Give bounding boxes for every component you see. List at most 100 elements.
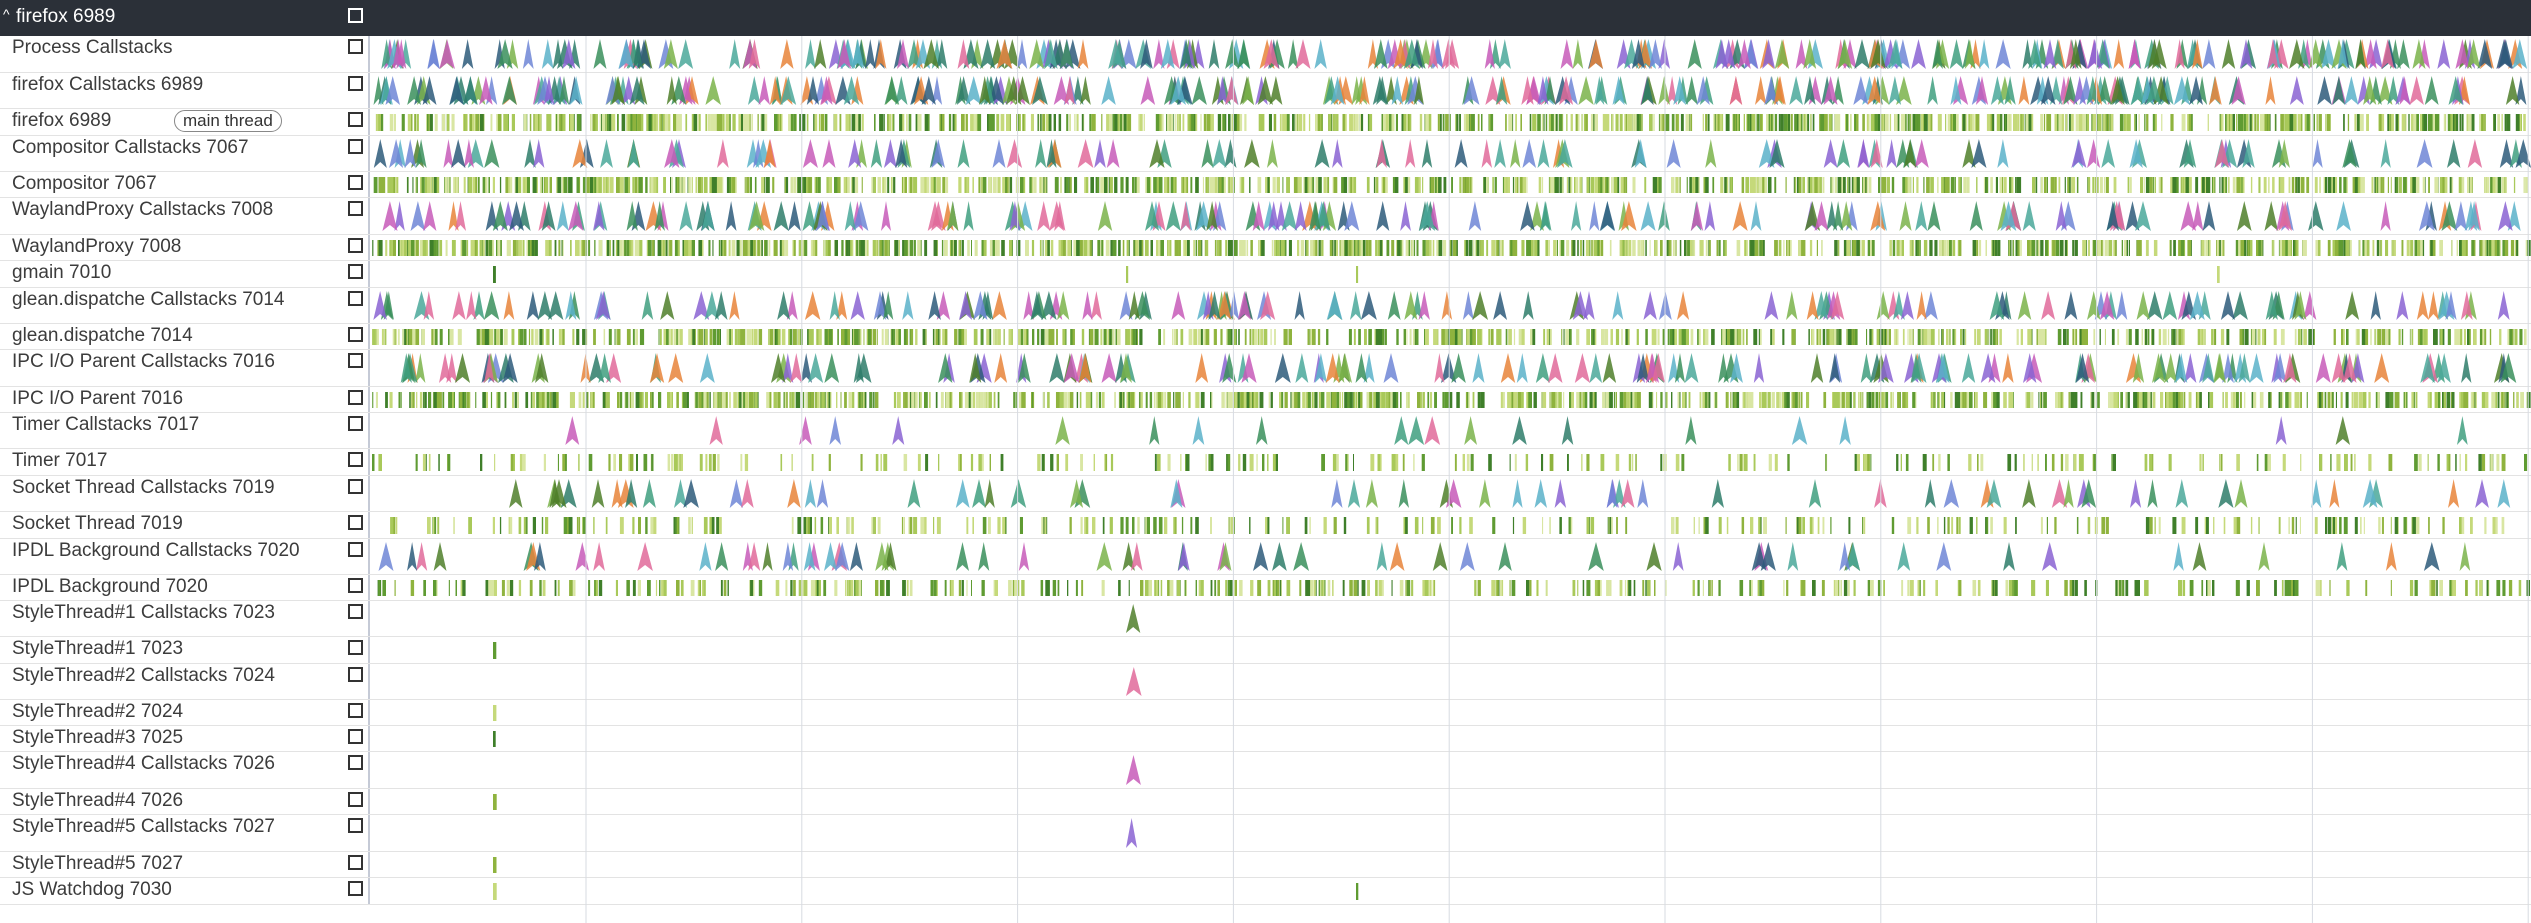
thread-slice[interactable] — [2456, 240, 2459, 256]
thread-slice[interactable] — [507, 240, 511, 256]
thread-slice[interactable] — [851, 329, 854, 345]
thread-slice[interactable] — [2319, 177, 2321, 193]
thread-slice[interactable] — [769, 329, 774, 345]
thread-slice[interactable] — [1759, 240, 1762, 256]
callstack-sample-marker[interactable] — [2445, 291, 2457, 320]
thread-slice[interactable] — [2523, 177, 2525, 193]
callstack-sample-marker[interactable] — [1269, 76, 1283, 105]
thread-slice[interactable] — [701, 240, 704, 256]
thread-slice[interactable] — [2374, 177, 2378, 193]
thread-slice[interactable] — [1591, 240, 1593, 256]
thread-slice[interactable] — [2031, 240, 2036, 256]
thread-slice[interactable] — [866, 240, 869, 256]
callstack-sample-marker[interactable] — [1128, 291, 1140, 320]
callstack-sample-marker[interactable] — [1332, 139, 1343, 168]
thread-slice[interactable] — [2323, 177, 2325, 193]
thread-slice[interactable] — [451, 114, 455, 131]
thread-slice[interactable] — [1081, 114, 1084, 131]
callstack-sample-marker[interactable] — [806, 76, 820, 105]
thread-slice[interactable] — [1836, 392, 1840, 408]
thread-slice[interactable] — [870, 392, 873, 408]
thread-slice[interactable] — [434, 114, 438, 131]
thread-slice[interactable] — [1704, 329, 1706, 345]
thread-slice[interactable] — [1925, 329, 1929, 345]
thread-slice[interactable] — [2008, 392, 2013, 408]
thread-slice[interactable] — [1809, 240, 1813, 256]
thread-slice[interactable] — [2208, 240, 2211, 256]
thread-slice[interactable] — [2226, 329, 2230, 345]
thread-slice[interactable] — [1923, 177, 1925, 193]
thread-slice[interactable] — [2085, 114, 2088, 131]
thread-slice[interactable] — [1440, 114, 1442, 131]
thread-slice[interactable] — [582, 329, 586, 345]
thread-slice[interactable] — [1975, 114, 1980, 131]
thread-slice[interactable] — [2188, 392, 2192, 408]
thread-slice[interactable] — [1953, 329, 1956, 345]
thread-slice[interactable] — [2441, 329, 2445, 345]
thread-slice[interactable] — [625, 392, 629, 408]
callstack-sample-marker[interactable] — [1006, 139, 1023, 168]
callstack-sample-marker[interactable] — [928, 291, 941, 320]
callstack-sample-marker[interactable] — [1494, 139, 1506, 168]
thread-slice[interactable] — [1774, 240, 1778, 256]
thread-slice[interactable] — [2482, 240, 2486, 256]
thread-slice[interactable] — [1549, 114, 1554, 131]
thread-slice[interactable] — [1954, 392, 1959, 408]
thread-slice[interactable] — [2222, 392, 2224, 408]
thread-slice[interactable] — [1930, 329, 1935, 345]
callstack-sample-marker[interactable] — [699, 353, 715, 383]
thread-slice[interactable] — [1522, 329, 1525, 345]
thread-slice[interactable] — [709, 177, 712, 193]
thread-slice[interactable] — [2365, 329, 2369, 345]
thread-slice[interactable] — [2072, 114, 2075, 131]
thread-slice[interactable] — [1163, 329, 1166, 345]
thread-slice[interactable] — [2309, 114, 2311, 131]
thread-slice[interactable] — [2467, 177, 2470, 193]
thread-slice[interactable] — [2239, 392, 2242, 408]
thread-slice[interactable] — [855, 240, 859, 256]
thread-slice[interactable] — [2117, 329, 2120, 345]
thread-slice[interactable] — [1566, 240, 1570, 256]
thread-slice[interactable] — [2465, 240, 2468, 256]
callstack-sample-marker[interactable] — [2130, 76, 2147, 105]
thread-slice[interactable] — [2271, 240, 2273, 256]
thread-slice[interactable] — [439, 329, 443, 345]
thread-slice[interactable] — [799, 114, 801, 131]
thread-slice[interactable] — [941, 114, 945, 131]
thread-slice[interactable] — [1332, 240, 1334, 256]
thread-slice[interactable] — [2220, 329, 2225, 345]
thread-slice[interactable] — [901, 177, 903, 193]
thread-slice[interactable] — [410, 114, 413, 131]
thread-slice[interactable] — [1716, 240, 1719, 256]
thread-slice[interactable] — [932, 329, 936, 345]
thread-slice[interactable] — [570, 114, 574, 131]
thread-slice[interactable] — [592, 392, 595, 408]
thread-slice[interactable] — [2038, 329, 2042, 345]
thread-slice[interactable] — [1087, 392, 1091, 408]
thread-slice[interactable] — [1566, 177, 1568, 193]
thread-slice[interactable] — [958, 240, 961, 256]
thread-slice[interactable] — [2462, 240, 2466, 256]
thread-slice[interactable] — [905, 329, 909, 345]
thread-slice[interactable] — [659, 329, 662, 345]
thread-slice[interactable] — [632, 329, 635, 345]
thread-slice[interactable] — [1880, 114, 1884, 131]
thread-slice[interactable] — [1018, 392, 1022, 408]
callstack-sample-marker[interactable] — [1823, 76, 1838, 105]
callstack-sample-marker[interactable] — [1980, 353, 1996, 383]
thread-slice[interactable] — [1069, 177, 1072, 193]
thread-slice[interactable] — [1210, 114, 1214, 131]
thread-slice[interactable] — [1660, 114, 1664, 131]
callstack-sample-marker[interactable] — [2132, 353, 2145, 383]
thread-slice[interactable] — [2519, 329, 2523, 345]
thread-slice[interactable] — [970, 114, 974, 131]
callstack-sample-marker[interactable] — [509, 201, 524, 231]
thread-slice[interactable] — [1020, 329, 1024, 345]
thread-slice[interactable] — [2213, 177, 2215, 193]
thread-slice[interactable] — [607, 240, 610, 256]
callstack-sample-marker[interactable] — [1540, 201, 1552, 231]
thread-slice[interactable] — [1461, 329, 1463, 345]
thread-slice[interactable] — [1808, 329, 1810, 345]
thread-slice[interactable] — [2387, 114, 2390, 131]
thread-slice[interactable] — [2334, 177, 2338, 193]
